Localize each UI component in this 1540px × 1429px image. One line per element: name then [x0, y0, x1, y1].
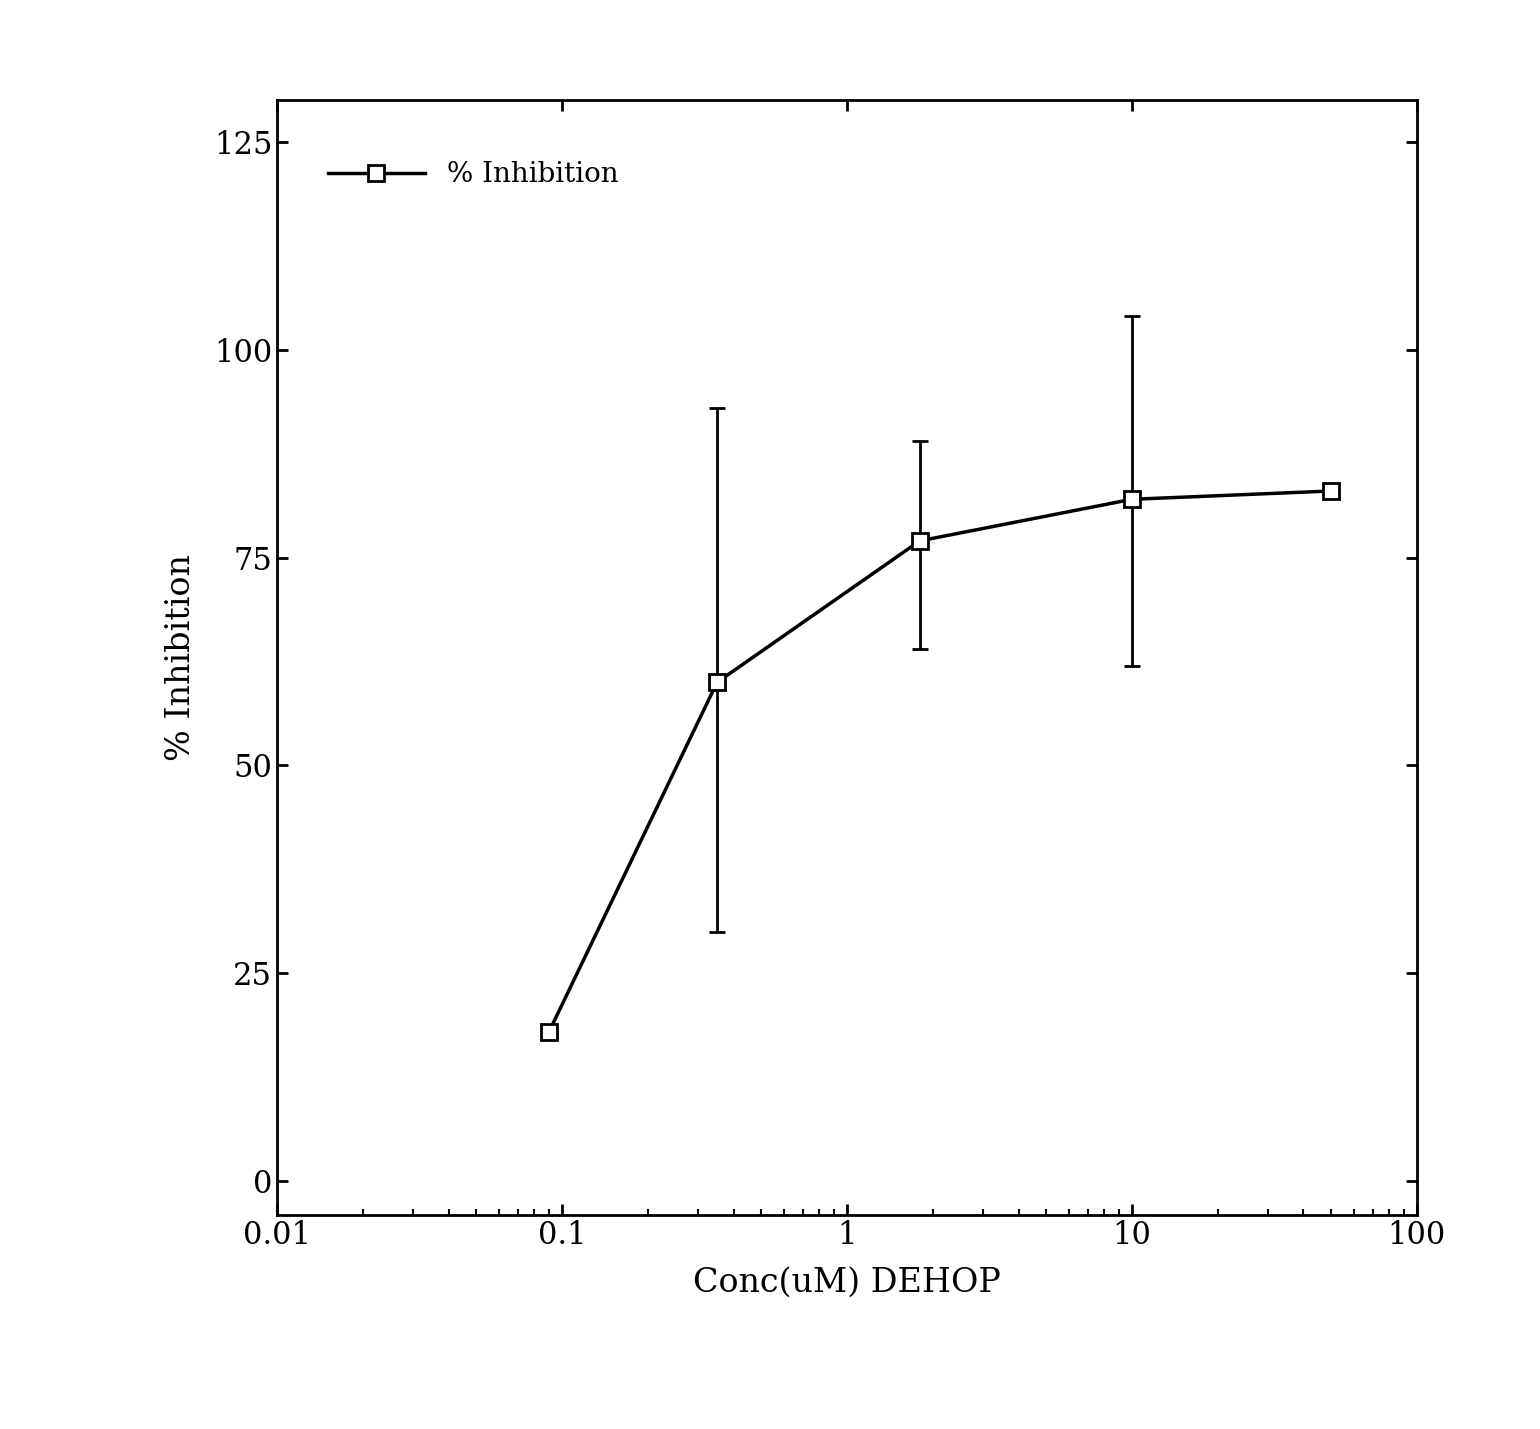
Legend: % Inhibition: % Inhibition [314, 147, 633, 201]
X-axis label: Conc(uM) DEHOP: Conc(uM) DEHOP [693, 1268, 1001, 1299]
Y-axis label: % Inhibition: % Inhibition [165, 554, 197, 760]
